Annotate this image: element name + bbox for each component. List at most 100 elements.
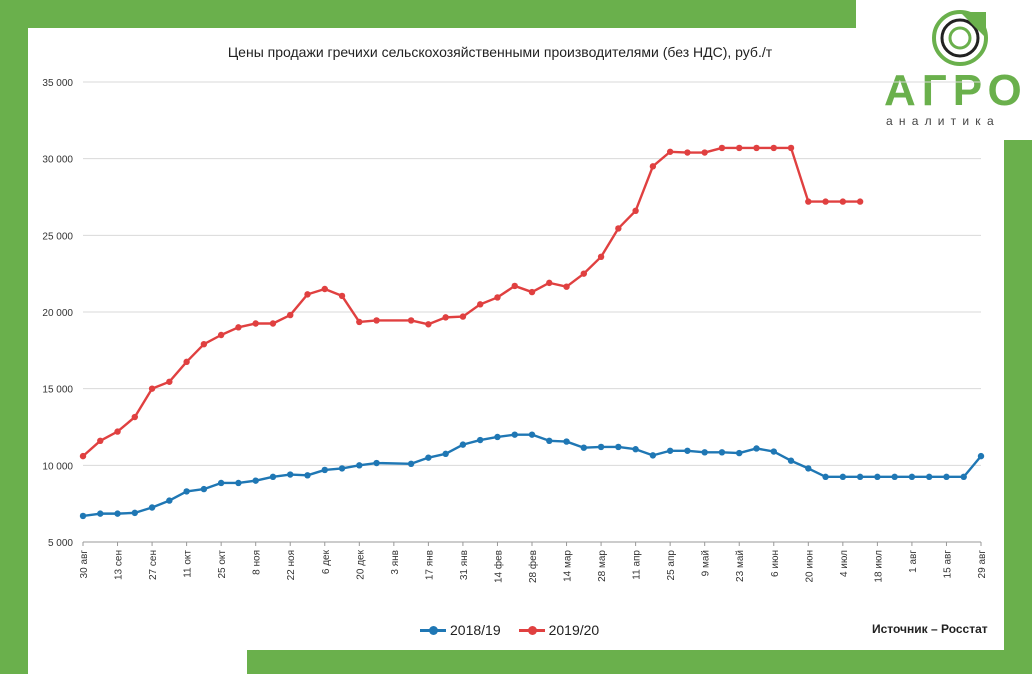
data-point-0 — [753, 445, 760, 452]
data-point-0 — [442, 450, 449, 458]
data-point-0 — [770, 448, 777, 455]
data-point-0 — [632, 446, 639, 453]
data-point-1 — [770, 144, 777, 152]
data-point-1 — [79, 452, 87, 460]
legend-label-2018: 2018/19 — [450, 622, 501, 638]
data-point-1 — [839, 198, 847, 205]
data-point-0 — [787, 457, 795, 464]
data-point-1 — [407, 317, 415, 324]
data-point-1 — [425, 321, 432, 328]
data-point-0 — [960, 473, 967, 481]
x-tick-label: 4 июл — [839, 550, 850, 577]
data-point-1 — [615, 225, 622, 232]
data-point-0 — [373, 459, 380, 467]
data-point-0 — [546, 437, 553, 444]
data-point-1 — [131, 413, 139, 421]
data-point-0 — [114, 510, 121, 517]
x-tick-label: 30 авг — [79, 550, 90, 579]
data-point-0 — [166, 497, 173, 504]
data-point-0 — [718, 449, 726, 456]
data-point-0 — [580, 444, 588, 451]
x-tick-label: 13 сен — [114, 550, 125, 580]
x-tick-label: 20 дек — [355, 549, 366, 579]
x-tick-label: 9 май — [701, 550, 712, 576]
frame-left-bar — [0, 0, 28, 674]
logo — [856, 0, 1032, 140]
y-tick-label: 25 000 — [42, 231, 73, 242]
data-point-1 — [684, 149, 691, 156]
y-tick-label: 30 000 — [42, 155, 73, 166]
data-point-0 — [200, 485, 208, 493]
data-point-1 — [304, 291, 311, 298]
data-point-0 — [476, 436, 484, 444]
data-point-0 — [805, 465, 812, 472]
y-tick-label: 20 000 — [42, 308, 73, 319]
legend-label-2019: 2019/20 — [548, 622, 600, 638]
data-point-0 — [856, 473, 864, 481]
x-tick-label: 28 мар — [597, 550, 608, 582]
data-point-0 — [908, 473, 916, 481]
y-tick-label: 10 000 — [42, 461, 73, 472]
data-point-0 — [494, 433, 501, 441]
data-point-0 — [615, 443, 622, 451]
data-point-1 — [649, 163, 657, 170]
chart-title: Цены продажи гречихи сельскохозяйственны… — [227, 44, 773, 60]
data-point-1 — [252, 320, 259, 327]
data-point-0 — [235, 479, 242, 487]
data-point-1 — [563, 283, 570, 290]
data-point-0 — [79, 512, 87, 520]
data-point-1 — [701, 149, 708, 156]
data-point-1 — [235, 324, 242, 331]
data-point-1 — [269, 320, 277, 327]
data-point-0 — [321, 466, 328, 474]
x-tick-label: 23 май — [735, 550, 746, 582]
x-tick-label: 22 ноя — [286, 550, 297, 580]
data-point-0 — [269, 473, 277, 481]
data-point-0 — [822, 473, 829, 481]
data-point-0 — [338, 465, 346, 472]
data-point-1 — [494, 294, 501, 301]
x-tick-label: 25 апр — [666, 550, 677, 581]
data-point-0 — [252, 477, 259, 484]
x-tick-label: 14 мар — [563, 550, 574, 582]
legend-item-2019: 2019/20 — [518, 622, 600, 638]
data-point-0 — [597, 443, 605, 451]
data-point-1 — [753, 144, 760, 152]
x-tick-label: 31 янв — [459, 550, 470, 580]
data-point-0 — [425, 454, 432, 461]
data-point-0 — [839, 473, 847, 481]
x-tick-label: 11 окт — [183, 550, 194, 578]
data-point-1 — [373, 317, 380, 324]
x-tick-label: 29 авг — [977, 550, 988, 579]
data-point-0 — [528, 431, 536, 438]
data-point-1 — [666, 148, 674, 155]
data-point-1 — [822, 198, 829, 205]
data-point-1 — [632, 207, 639, 214]
logo-name: АГРО — [884, 66, 1028, 115]
data-point-1 — [114, 428, 121, 435]
y-tick-label: 35 000 — [42, 78, 73, 89]
frame-right-bar — [1004, 140, 1032, 674]
logo-rings-icon — [932, 10, 988, 66]
data-point-0 — [183, 488, 190, 495]
data-point-1 — [476, 301, 484, 308]
data-point-1 — [287, 311, 294, 319]
data-point-1 — [580, 270, 588, 277]
data-point-0 — [701, 449, 708, 456]
data-point-0 — [356, 462, 363, 469]
data-point-0 — [563, 438, 570, 445]
x-tick-label: 17 янв — [424, 550, 435, 580]
x-tick-label: 6 дек — [321, 549, 332, 574]
source-note: Источник – Росстат — [872, 622, 988, 636]
legend-swatch-2018 — [420, 625, 446, 635]
legend: 2018/19 2019/20 — [420, 622, 599, 638]
data-point-0 — [131, 509, 139, 517]
data-point-0 — [649, 452, 657, 459]
data-point-1 — [200, 341, 208, 348]
data-point-1 — [787, 144, 795, 152]
x-tick-label: 6 июн — [770, 550, 781, 577]
data-point-1 — [805, 198, 812, 205]
x-tick-label: 8 ноя — [252, 550, 263, 575]
data-point-0 — [148, 504, 156, 511]
